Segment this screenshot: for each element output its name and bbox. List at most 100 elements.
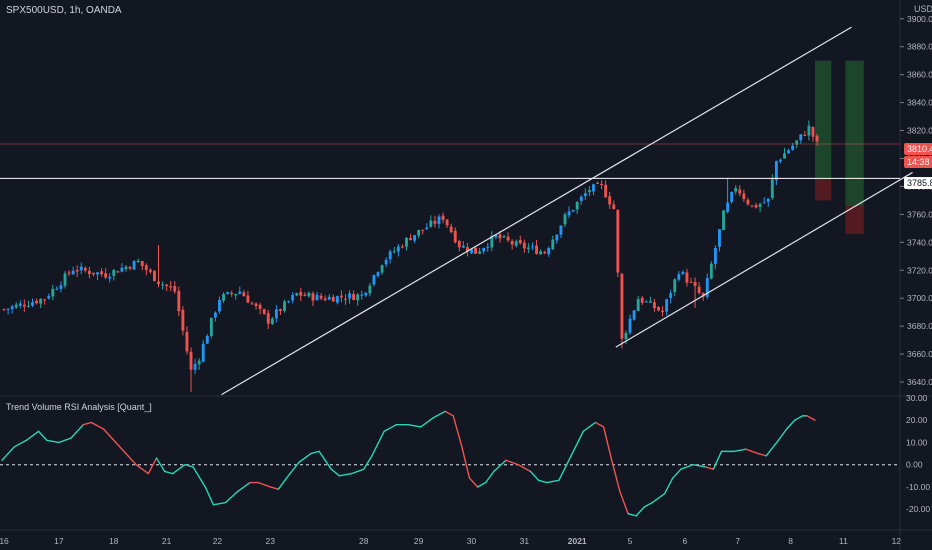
horizontal-levels xyxy=(0,143,900,179)
oscillator-segment xyxy=(127,455,137,466)
candle-body xyxy=(165,284,169,287)
oscillator-segment xyxy=(570,430,584,457)
trend-lines xyxy=(221,26,913,396)
candle-body xyxy=(388,251,392,260)
oscillator-segment xyxy=(224,490,239,504)
oscillator-segment xyxy=(529,470,540,481)
candle-body xyxy=(559,225,563,235)
candle-body xyxy=(376,272,380,277)
candle-body xyxy=(640,297,644,303)
time-tick-label: 22 xyxy=(213,536,223,546)
oscillator-segment xyxy=(363,455,373,470)
oscillator-segment xyxy=(806,415,816,421)
candle-body xyxy=(648,301,652,303)
oscillator-segment xyxy=(517,464,532,473)
candle-body xyxy=(713,247,717,264)
candle-body xyxy=(787,150,791,154)
candle-body xyxy=(205,335,209,344)
stop-zone xyxy=(845,205,864,234)
candle-body xyxy=(518,239,522,244)
oscillator-segment xyxy=(383,423,398,433)
candle-body xyxy=(22,304,26,307)
candle-body xyxy=(506,236,510,241)
candle-body xyxy=(486,246,490,248)
trend-line xyxy=(221,26,852,396)
candle-body xyxy=(128,267,132,269)
oscillator-tick-label: -20.00 xyxy=(906,504,930,514)
candle-body xyxy=(43,299,47,301)
oscillator-segment xyxy=(419,417,434,428)
candle-body xyxy=(600,183,604,185)
oscillator-segment xyxy=(793,415,804,421)
candle-body xyxy=(575,202,579,210)
candle-body xyxy=(303,294,307,296)
candle-body xyxy=(234,294,238,296)
currency-label: USD xyxy=(914,4,932,14)
candle-body xyxy=(250,303,254,305)
oscillator-segment xyxy=(172,464,186,475)
candle-body xyxy=(270,318,274,325)
time-tick-label: 11 xyxy=(839,536,848,546)
time-tick-label: 18 xyxy=(109,536,119,546)
candle-body xyxy=(209,317,213,336)
price-tick-label: 3880.0 xyxy=(907,42,932,52)
oscillator-tick-label: 0.00 xyxy=(906,460,923,470)
candle-body xyxy=(616,209,620,273)
candle-body xyxy=(226,292,230,294)
oscillator-line xyxy=(0,410,900,517)
candle-body xyxy=(535,245,538,254)
symbol-title: SPX500USD, 1h, OANDA xyxy=(6,5,122,16)
candle-body xyxy=(96,272,99,275)
candle-body xyxy=(555,234,559,241)
oscillator-segment xyxy=(468,477,479,488)
candle-body xyxy=(441,215,445,220)
candle-body xyxy=(409,238,412,241)
candle-body xyxy=(405,237,408,247)
candle-body xyxy=(709,263,713,279)
candle-body xyxy=(291,295,295,301)
candle-body xyxy=(79,266,83,271)
price-tick-label: 3820.0 xyxy=(907,126,932,136)
candle-body xyxy=(567,211,571,216)
oscillator-segment xyxy=(70,423,85,439)
time-tick-label: 12 xyxy=(892,536,902,546)
candle-body xyxy=(531,246,534,248)
candle-body xyxy=(815,135,819,142)
time-tick-label: 23 xyxy=(266,536,276,546)
candle-body xyxy=(287,301,291,303)
candle-body xyxy=(197,360,201,365)
candle-body xyxy=(543,252,547,254)
oscillator-segment xyxy=(602,426,613,461)
candle-body xyxy=(579,196,583,202)
candle-body xyxy=(104,273,108,278)
candle-body xyxy=(413,235,417,241)
candle-body xyxy=(181,309,185,331)
candle-body xyxy=(307,292,311,297)
profit-zone xyxy=(815,60,832,180)
profit-zone xyxy=(845,60,864,206)
oscillator-tick-label: 30.00 xyxy=(906,393,928,403)
oscillator-segment xyxy=(627,512,637,517)
candle-body xyxy=(421,229,425,231)
candle-body xyxy=(319,295,323,299)
candle-body xyxy=(274,309,278,319)
price-tick-label: 3760.0 xyxy=(907,209,932,219)
oscillator-segment xyxy=(371,430,385,457)
indicator-title: Trend Volume RSI Analysis [Quant_] xyxy=(6,402,152,412)
oscillator-segment xyxy=(37,430,48,441)
candle-body xyxy=(360,294,364,296)
oscillator-segment xyxy=(704,466,715,470)
oscillator-segment xyxy=(643,501,654,508)
oscillator-segment xyxy=(546,479,560,484)
candle-body xyxy=(620,273,624,339)
oscillator-segment xyxy=(582,421,597,433)
oscillator-segment xyxy=(184,464,194,468)
candle-body xyxy=(510,240,514,245)
candle-body xyxy=(148,269,152,272)
candle-body xyxy=(490,236,494,248)
oscillator-segment xyxy=(444,410,454,417)
candle-body xyxy=(344,298,347,300)
time-tick-label: 17 xyxy=(54,536,64,546)
